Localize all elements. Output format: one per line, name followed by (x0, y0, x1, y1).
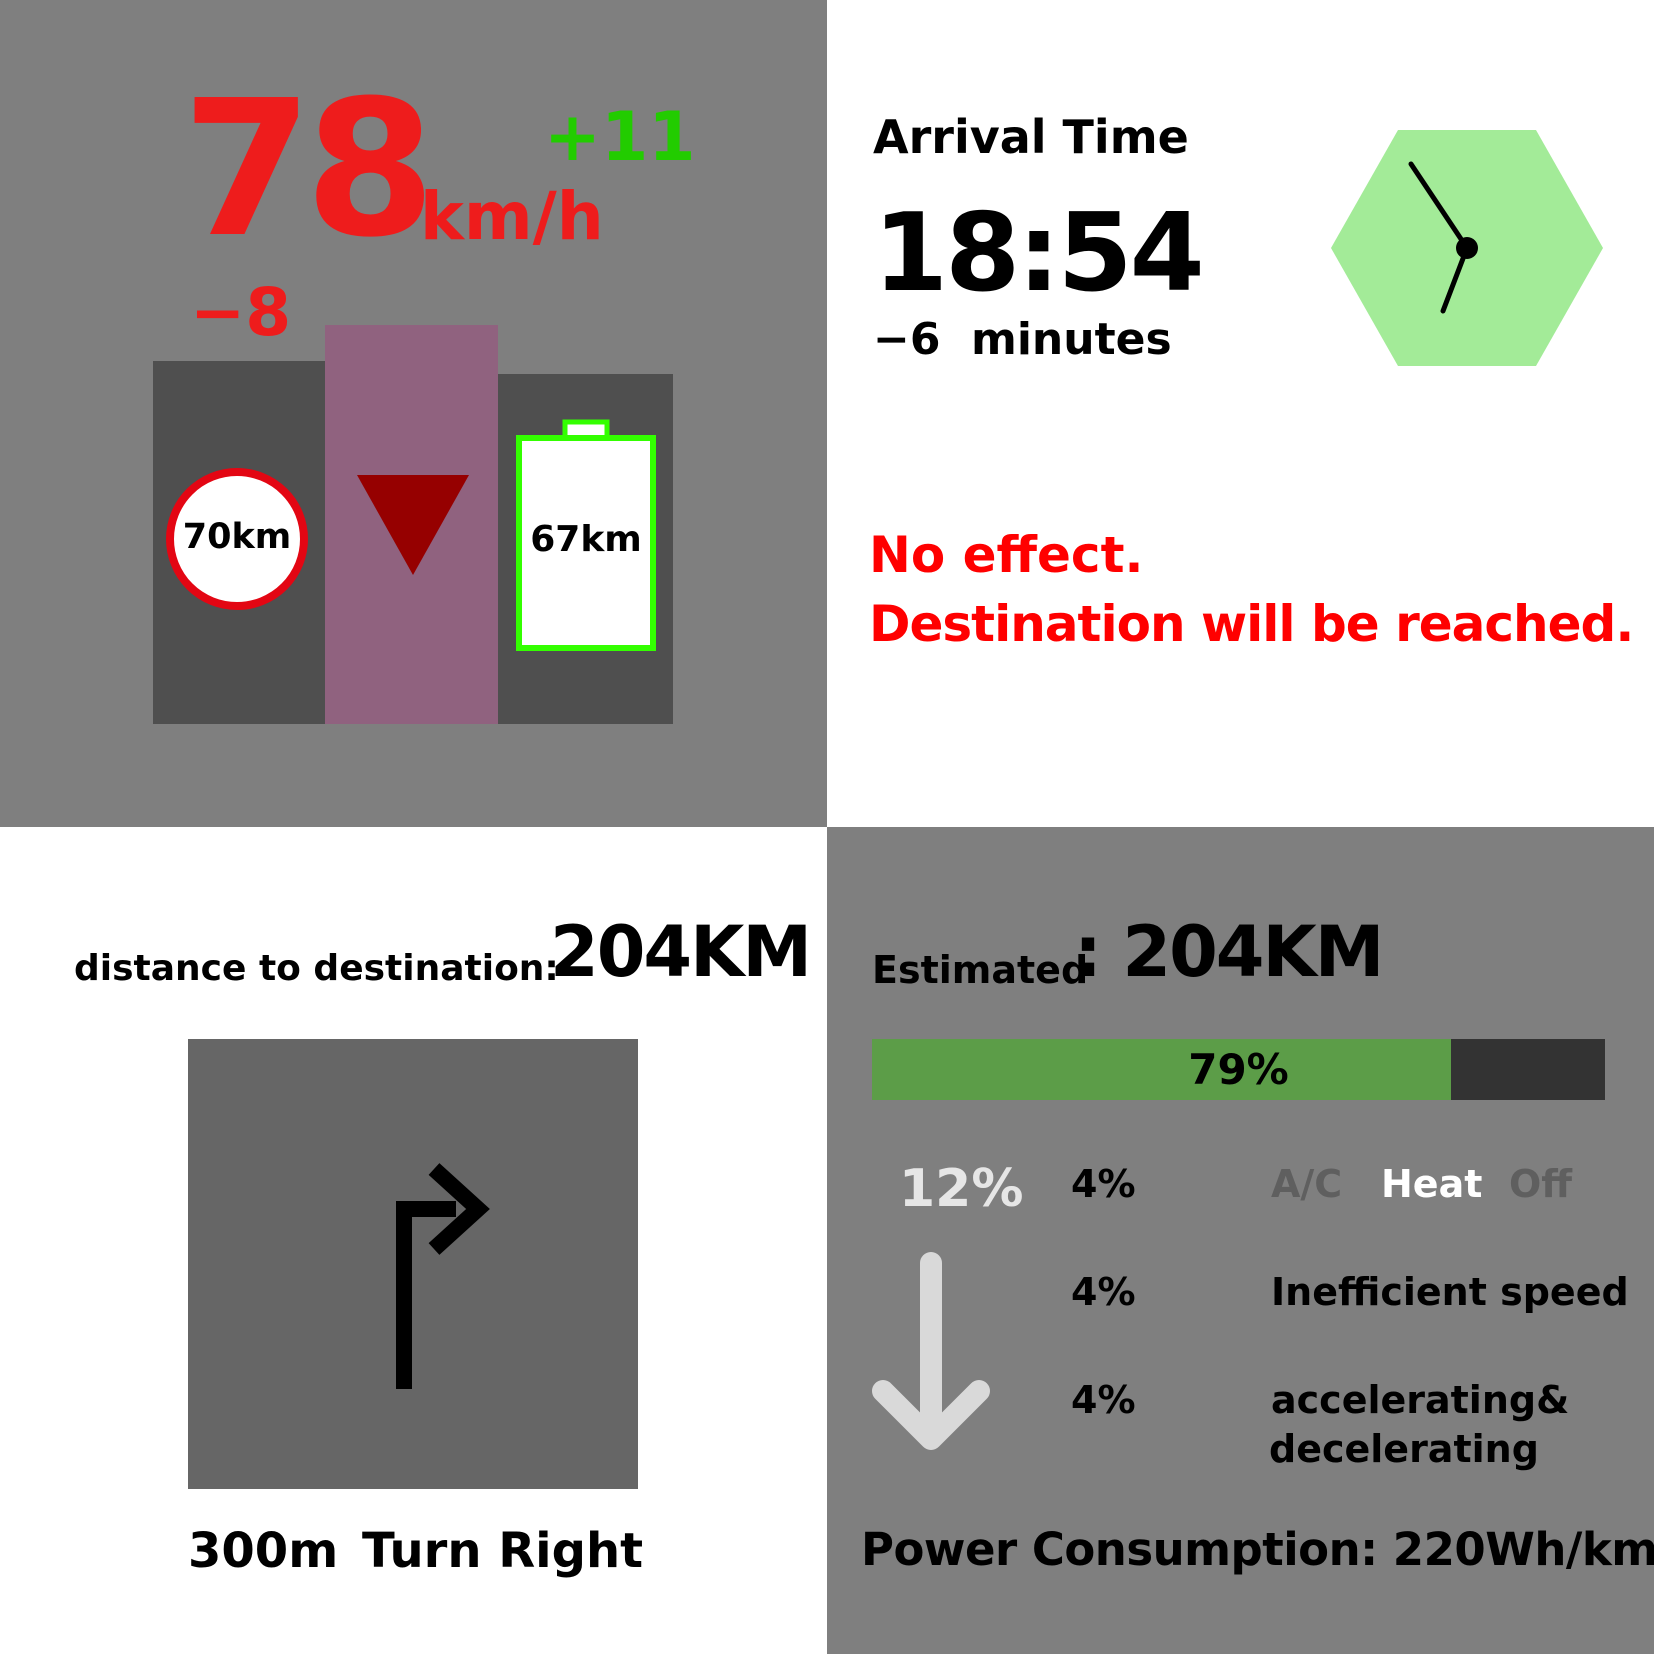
climate-option-heat[interactable]: Heat (1381, 1162, 1483, 1206)
estimated-label: Estimated (872, 948, 1089, 992)
climate-percent: 4% (1071, 1162, 1136, 1206)
climate-option-ac[interactable]: A/C (1271, 1162, 1343, 1206)
clock-icon (1331, 130, 1603, 366)
instruction-text: Turn Right (362, 1523, 644, 1579)
arrival-delta-unit: minutes (971, 314, 1172, 365)
factor-speed-percent: 4% (1071, 1270, 1136, 1314)
speed-limit-sign: 70km (166, 468, 308, 610)
arrival-title: Arrival Time (873, 110, 1189, 164)
speed-decrease: −8 (190, 274, 292, 351)
arrival-panel: Arrival Time 18:54 −6 minutes No effect.… (827, 0, 1654, 827)
speed-value: 78 (182, 60, 436, 279)
battery-icon (516, 419, 656, 651)
factor-accel-label-line1: accelerating& (1271, 1378, 1570, 1422)
speed-unit: km/h (420, 178, 604, 255)
arrival-delta-value: −6 (873, 314, 941, 365)
battery-range-label: 67km (530, 519, 642, 560)
turn-right-arrow-icon (396, 1163, 490, 1389)
power-consumption: Power Consumption: 220Wh/km (861, 1523, 1654, 1576)
battery-percent: 79% (1188, 1045, 1289, 1094)
range-panel: Estimated : 204KM 79% 12% 4% A/C Heat Of… (827, 827, 1654, 1654)
speed-limit-label: 70km (182, 517, 292, 557)
status-message-line2: Destination will be reached. (869, 595, 1634, 653)
speed-increase: +11 (544, 98, 696, 177)
status-message-line1: No effect. (869, 526, 1144, 584)
climate-option-off[interactable]: Off (1509, 1162, 1573, 1206)
speed-panel: 78 km/h +11 −8 70km 67km (0, 0, 827, 827)
factor-accel-label-line2: decelerating (1269, 1427, 1539, 1471)
reduction-total: 12% (899, 1159, 1024, 1219)
navigation-panel: distance to destination: 204KM 300m Turn… (0, 827, 827, 1654)
distance-value: 204KM (550, 911, 812, 993)
arrival-time: 18:54 (873, 191, 1205, 316)
reduction-arrow-icon (872, 1252, 990, 1450)
factor-speed-label: Inefficient speed (1271, 1270, 1629, 1314)
battery-bar-fill (872, 1039, 1452, 1100)
instruction-distance: 300m (188, 1523, 339, 1579)
estimated-value: : 204KM (1074, 911, 1384, 993)
factor-accel-percent: 4% (1071, 1378, 1136, 1422)
distance-label: distance to destination: (74, 948, 559, 989)
down-arrow-icon (357, 475, 469, 575)
maneuver-box (188, 1039, 638, 1489)
battery-bar: 79% (872, 1039, 1605, 1100)
